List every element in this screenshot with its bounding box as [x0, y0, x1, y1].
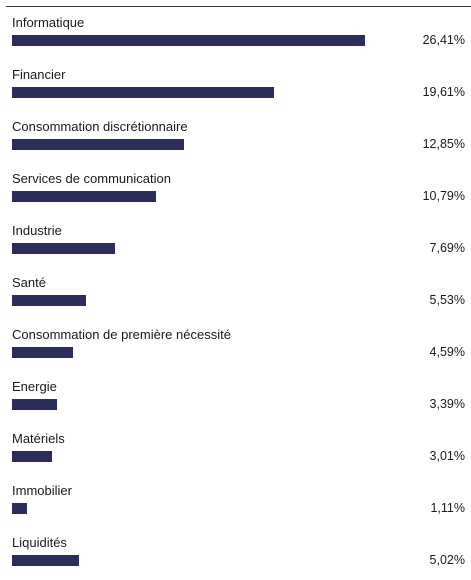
bar	[12, 347, 73, 358]
bar	[12, 243, 115, 254]
bar-row: Services de communication 10,79%	[0, 164, 471, 216]
value-label: 5,53%	[429, 293, 465, 307]
bar-row: Financier 19,61%	[0, 60, 471, 112]
bar-row: Liquidités 5,02%	[0, 528, 471, 580]
value-label: 10,79%	[422, 189, 465, 203]
bar	[12, 87, 274, 98]
sector-allocation-chart: Informatique 26,41% Financier 19,61% Consomm…	[0, 8, 471, 567]
category-label: Consommation discrétionnaire	[12, 119, 188, 134]
bar	[12, 191, 156, 202]
value-label: 3,39%	[429, 397, 465, 411]
value-label: 19,61%	[422, 85, 465, 99]
value-label: 12,85%	[422, 137, 465, 151]
value-label: 3,01%	[429, 449, 465, 463]
value-label: 4,59%	[429, 345, 465, 359]
category-label: Santé	[12, 275, 46, 290]
value-label: 26,41%	[422, 33, 465, 47]
value-label: 5,02%	[429, 553, 465, 567]
category-label: Liquidités	[12, 535, 67, 550]
bar-row: Consommation discrétionnaire 12,85%	[0, 112, 471, 164]
category-label: Informatique	[12, 15, 85, 30]
bar-row: Matériels 3,01%	[0, 424, 471, 476]
bar-row: Informatique 26,41%	[0, 8, 471, 60]
bar	[12, 35, 365, 46]
bar	[12, 555, 79, 566]
bar-row: Industrie 7,69%	[0, 216, 471, 268]
category-label: Immobilier	[12, 483, 72, 498]
category-label: Consommation de première nécessité	[12, 327, 231, 342]
category-label: Energie	[12, 379, 57, 394]
bar	[12, 139, 184, 150]
category-label: Services de communication	[12, 171, 171, 186]
bar	[12, 399, 57, 410]
bar-row: Santé 5,53%	[0, 268, 471, 320]
bar-row: Immobilier 1,11%	[0, 476, 471, 528]
bar	[12, 451, 52, 462]
top-divider	[6, 6, 471, 7]
bar	[12, 295, 86, 306]
bar-row: Consommation de première nécessité 4,59%	[0, 320, 471, 372]
category-label: Matériels	[12, 431, 65, 446]
category-label: Financier	[12, 67, 66, 82]
value-label: 1,11%	[430, 501, 465, 515]
category-label: Industrie	[12, 223, 62, 238]
value-label: 7,69%	[429, 241, 465, 255]
bar	[12, 503, 27, 514]
bar-row: Energie 3,39%	[0, 372, 471, 424]
